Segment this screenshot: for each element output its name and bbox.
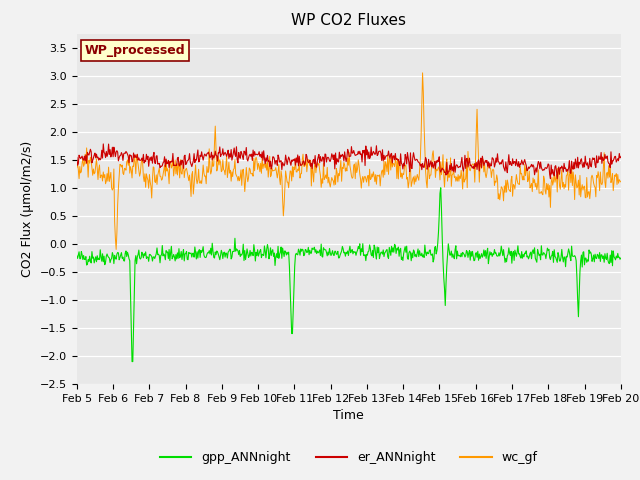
X-axis label: Time: Time [333,409,364,422]
Y-axis label: CO2 Flux (μmol/m2/s): CO2 Flux (μmol/m2/s) [21,141,35,277]
Title: WP CO2 Fluxes: WP CO2 Fluxes [291,13,406,28]
Text: WP_processed: WP_processed [85,44,186,57]
Legend: gpp_ANNnight, er_ANNnight, wc_gf: gpp_ANNnight, er_ANNnight, wc_gf [155,446,543,469]
